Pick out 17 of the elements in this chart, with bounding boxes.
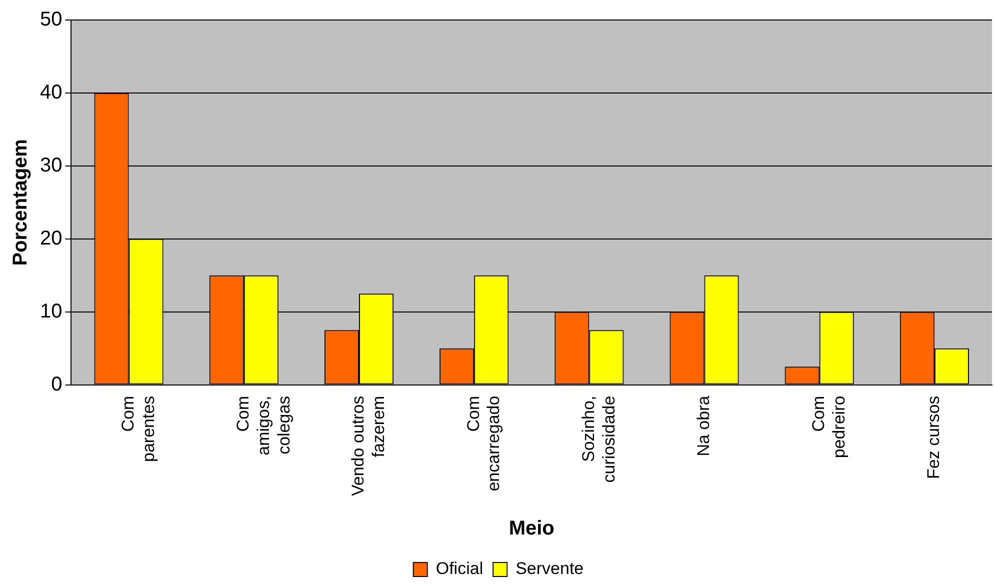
legend-label: Oficial [436,559,484,578]
x-tick-label: Com amigos, colegas [234,396,294,456]
x-tick-label: Fez cursos [924,396,944,479]
y-tick-label: 40 [40,81,62,104]
y-axis-title: Porcentagem [10,139,32,266]
y-tick-label: 50 [40,8,62,31]
x-tick-label: Na obra [694,395,713,456]
y-tick-label: 20 [40,227,62,250]
x-tick-label: Sozinho, curiosidade [578,396,618,483]
x-tick-label: Vendo outros fazerem [348,396,388,496]
x-tick-label: Com parentes [118,396,158,462]
x-axis-title: Meio [508,518,554,540]
y-tick-label: 10 [40,300,62,322]
y-tick-label: 30 [40,154,62,176]
y-tick-label: 0 [51,373,62,396]
x-tick-label: Com pedreiro [809,396,848,458]
legend-label: Servente [516,559,584,578]
